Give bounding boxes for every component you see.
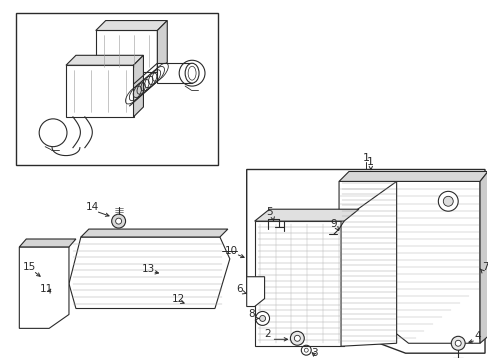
Text: 6: 6	[236, 284, 243, 294]
Text: 8: 8	[248, 310, 254, 319]
Text: 5: 5	[265, 207, 272, 217]
Polygon shape	[20, 247, 69, 328]
Polygon shape	[246, 277, 264, 306]
Text: 1: 1	[362, 153, 368, 163]
Polygon shape	[20, 239, 76, 247]
Text: 2: 2	[264, 329, 270, 339]
Circle shape	[290, 331, 304, 345]
Text: 11: 11	[40, 284, 53, 294]
Polygon shape	[96, 31, 157, 72]
Polygon shape	[338, 181, 479, 343]
Polygon shape	[479, 171, 487, 343]
Polygon shape	[66, 65, 133, 117]
Circle shape	[454, 340, 460, 346]
Circle shape	[443, 196, 452, 206]
Text: 14: 14	[86, 202, 99, 212]
Text: 13: 13	[142, 264, 155, 274]
Polygon shape	[157, 21, 167, 72]
Polygon shape	[157, 63, 192, 83]
Circle shape	[437, 192, 457, 211]
Polygon shape	[96, 21, 167, 31]
Circle shape	[259, 315, 265, 321]
Circle shape	[115, 218, 122, 224]
Circle shape	[294, 335, 300, 341]
Text: 1: 1	[366, 157, 373, 167]
Polygon shape	[66, 55, 143, 65]
Polygon shape	[133, 55, 143, 117]
Polygon shape	[254, 209, 358, 221]
Polygon shape	[340, 181, 396, 346]
Ellipse shape	[185, 63, 199, 83]
Bar	[16, 13, 218, 165]
Circle shape	[450, 336, 464, 350]
Polygon shape	[246, 170, 484, 353]
Text: 3: 3	[310, 348, 317, 358]
Text: 9: 9	[330, 219, 337, 229]
Polygon shape	[81, 229, 227, 237]
Text: 4: 4	[474, 331, 480, 341]
Circle shape	[255, 311, 269, 325]
Text: 12: 12	[171, 293, 184, 303]
Circle shape	[111, 214, 125, 228]
Polygon shape	[69, 237, 229, 309]
Text: 15: 15	[22, 262, 36, 272]
Text: 7: 7	[481, 262, 488, 272]
Polygon shape	[338, 171, 487, 181]
Polygon shape	[254, 221, 344, 346]
Text: 10: 10	[225, 246, 238, 256]
